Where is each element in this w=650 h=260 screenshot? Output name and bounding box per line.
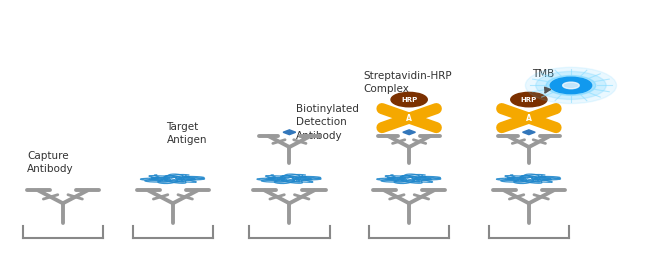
Text: A: A — [526, 114, 532, 123]
Text: Streptavidin-HRP
Complex: Streptavidin-HRP Complex — [364, 71, 452, 94]
Ellipse shape — [511, 92, 547, 107]
Text: A: A — [406, 114, 412, 123]
Ellipse shape — [536, 72, 606, 99]
Ellipse shape — [546, 76, 596, 95]
Ellipse shape — [551, 77, 592, 94]
Text: Target
Antigen: Target Antigen — [166, 122, 207, 146]
Text: Biotinylated
Detection
Antibody: Biotinylated Detection Antibody — [296, 104, 359, 141]
Text: HRP: HRP — [521, 96, 537, 103]
Polygon shape — [283, 130, 296, 135]
Text: Capture
Antibody: Capture Antibody — [27, 151, 74, 174]
Ellipse shape — [391, 92, 427, 107]
Ellipse shape — [563, 82, 579, 89]
Polygon shape — [523, 130, 535, 135]
Ellipse shape — [525, 67, 616, 103]
Text: HRP: HRP — [401, 96, 417, 103]
Polygon shape — [403, 130, 415, 135]
Text: TMB: TMB — [532, 69, 554, 79]
